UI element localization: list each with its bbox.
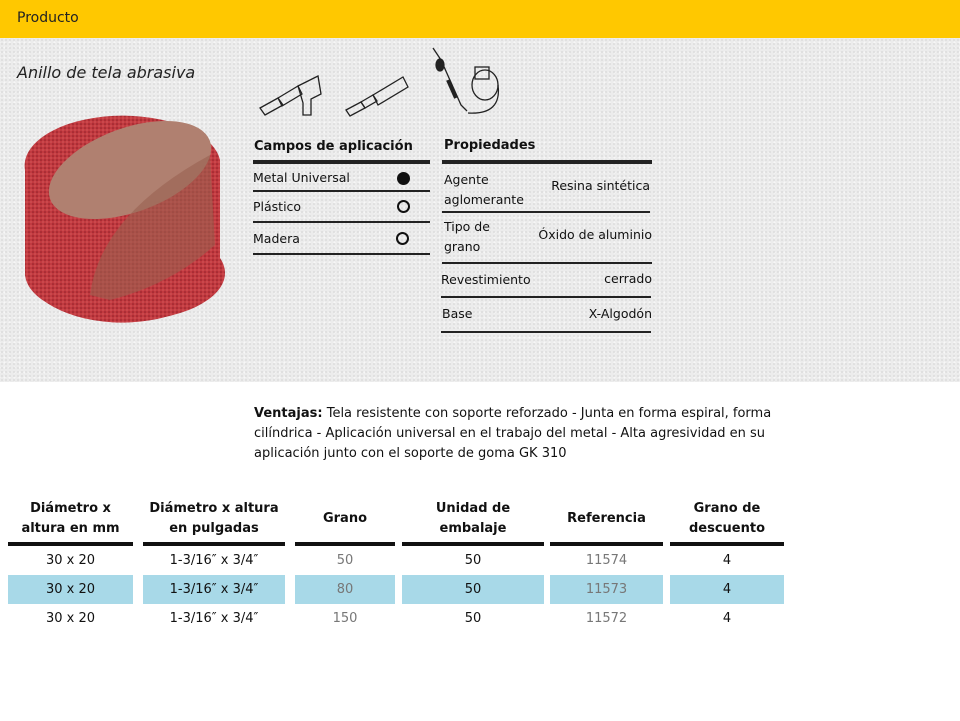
- drill-tool-icon: [259, 75, 322, 116]
- table-cell: 50: [336, 553, 354, 568]
- table-cell: 4: [670, 575, 784, 604]
- property-value: Resina sintética: [551, 178, 650, 193]
- column-header: Unidad de embalaje: [402, 496, 544, 546]
- table-cell: 11574: [585, 553, 628, 568]
- table-cell: 1-3/16″ x 3/4″: [143, 575, 285, 604]
- property-label: Revestimiento: [441, 272, 531, 287]
- table-row: 30 x 20 1-3/16″ x 3/4″ 80 50 11573 4: [8, 575, 784, 604]
- property-value: cerrado: [604, 271, 652, 286]
- application-label: Metal Universal: [253, 170, 350, 185]
- filled-circle-icon: [397, 172, 410, 185]
- properties-heading: Propiedades: [444, 138, 536, 153]
- table-cell: 50: [464, 553, 482, 568]
- property-label: Base: [442, 306, 473, 321]
- divider: [442, 211, 650, 213]
- table-cell: 150: [332, 611, 358, 626]
- application-label: Plástico: [253, 199, 302, 214]
- abrasive-ring-image: [24, 115, 225, 323]
- column-header: Grano de descuento: [670, 496, 784, 546]
- divider: [253, 160, 430, 164]
- table-cell: 50: [402, 575, 544, 604]
- column-header: Diámetro x altura en mm: [8, 496, 133, 546]
- divider: [442, 160, 652, 164]
- divider: [441, 296, 651, 298]
- column-header: Referencia: [550, 496, 663, 546]
- table-cell: 30 x 20: [45, 611, 96, 626]
- property-value: X-Algodón: [588, 306, 652, 321]
- table-cell: 80: [295, 575, 395, 604]
- table-cell: 4: [722, 553, 732, 568]
- applications-heading: Campos de aplicación: [254, 139, 413, 154]
- header-title: Producto: [17, 10, 79, 26]
- table-row: 30 x 20 1-3/16″ x 3/4″ 50 50 11574 4: [8, 546, 784, 575]
- property-label: Agente aglomerante: [444, 172, 524, 207]
- divider: [253, 221, 430, 223]
- table-cell: 30 x 20: [8, 575, 133, 604]
- open-circle-icon: [397, 200, 410, 213]
- table-cell: 1-3/16″ x 3/4″: [169, 553, 259, 568]
- straight-grinder-icon: [345, 76, 409, 117]
- table-cell: 11572: [585, 611, 628, 626]
- advantages-label: Ventajas:: [254, 406, 323, 421]
- header-bar: Producto: [0, 0, 960, 38]
- column-header: Grano: [295, 496, 395, 546]
- product-title: Anillo de tela abrasiva: [17, 63, 196, 82]
- divider: [253, 253, 430, 255]
- application-label: Madera: [253, 231, 300, 246]
- divider: [253, 190, 430, 192]
- divider: [442, 262, 652, 264]
- open-circle-icon: [396, 232, 409, 245]
- product-table: Diámetro x altura en mm Diámetro x altur…: [8, 496, 784, 633]
- table-cell: 4: [722, 611, 732, 626]
- divider: [441, 331, 651, 333]
- table-cell: 11573: [550, 575, 663, 604]
- advantages-text: Ventajas: Tela resistente con soporte re…: [254, 404, 824, 464]
- table-cell: 1-3/16″ x 3/4″: [169, 611, 259, 626]
- property-label: Tipo de grano: [444, 219, 490, 254]
- product-panel: [0, 38, 960, 382]
- advantages-body: Tela resistente con soporte reforzado - …: [254, 406, 772, 461]
- table-cell: 50: [464, 611, 482, 626]
- column-header: Diámetro x altura en pulgadas: [143, 496, 285, 546]
- table-cell: 30 x 20: [45, 553, 96, 568]
- property-value: Óxido de aluminio: [538, 227, 652, 242]
- table-row: 30 x 20 1-3/16″ x 3/4″ 150 50 11572 4: [8, 604, 784, 633]
- flexible-shaft-grinder-icon: [432, 47, 500, 114]
